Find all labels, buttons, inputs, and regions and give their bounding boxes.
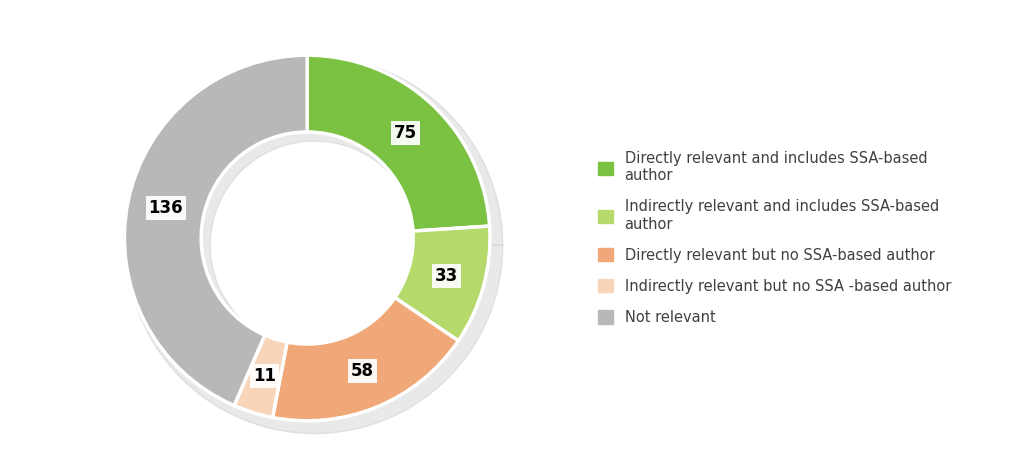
Wedge shape: [272, 298, 459, 421]
Text: 58: 58: [351, 363, 374, 380]
Polygon shape: [126, 57, 503, 434]
Text: 33: 33: [435, 267, 458, 285]
Text: 75: 75: [394, 124, 418, 142]
Wedge shape: [307, 55, 489, 231]
Legend: Directly relevant and includes SSA-based
author, Indirectly relevant and include: Directly relevant and includes SSA-based…: [591, 144, 958, 332]
Wedge shape: [395, 226, 489, 341]
Wedge shape: [234, 335, 287, 417]
Wedge shape: [125, 55, 307, 406]
Text: 136: 136: [148, 199, 183, 218]
Text: 11: 11: [253, 367, 275, 385]
